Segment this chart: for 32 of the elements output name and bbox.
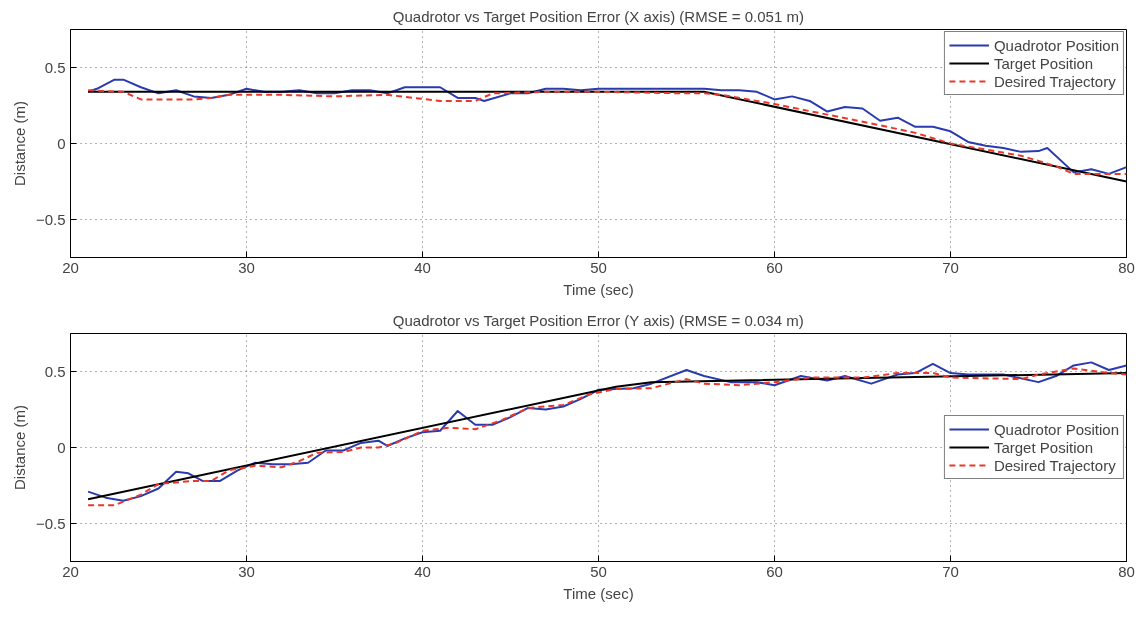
legend-label: Target Position [993,54,1094,72]
x-tick-label: 20 [62,258,79,276]
x-tick-label: 40 [414,562,431,580]
y-axis-title: Distance (m) [10,404,28,491]
x-tick-label: 70 [942,258,959,276]
chart-title: Quadrotor vs Target Position Error (Y axis) (RMSE = 0.034 m) [392,311,804,329]
x-axis-title: Time (sec) [563,584,634,602]
chart-title: Quadrotor vs Target Position Error (X axis) (RMSE = 0.051 m) [392,7,804,25]
x-tick-label: 30 [238,258,255,276]
x-tick-label: 50 [590,562,607,580]
x-tick-label: 80 [1118,258,1135,276]
legend-label: Target Position [993,438,1094,456]
y-axis-title: Distance (m) [10,100,28,187]
legend-label: Desired Trajectory [993,72,1116,90]
x-tick-label: 60 [766,562,783,580]
x-tick-label: 40 [414,258,431,276]
x-axis-title: Time (sec) [563,280,634,298]
x-tick-label: 80 [1118,562,1135,580]
y-tick-label: −0.5 [35,514,66,532]
y-tick-label: −0.5 [35,210,66,228]
x-tick-label: 20 [62,562,79,580]
x-tick-label: 30 [238,562,255,580]
legend-label: Desired Trajectory [993,456,1116,474]
y-tick-label: 0 [57,134,66,152]
x-tick-label: 60 [766,258,783,276]
x-tick-label: 50 [590,258,607,276]
y-tick-label: 0.5 [44,362,66,380]
legend-label: Quadrotor Position [993,420,1119,438]
y-tick-label: 0 [57,438,66,456]
y-tick-label: 0.5 [44,58,66,76]
x-tick-label: 70 [942,562,959,580]
legend-label: Quadrotor Position [993,36,1119,54]
